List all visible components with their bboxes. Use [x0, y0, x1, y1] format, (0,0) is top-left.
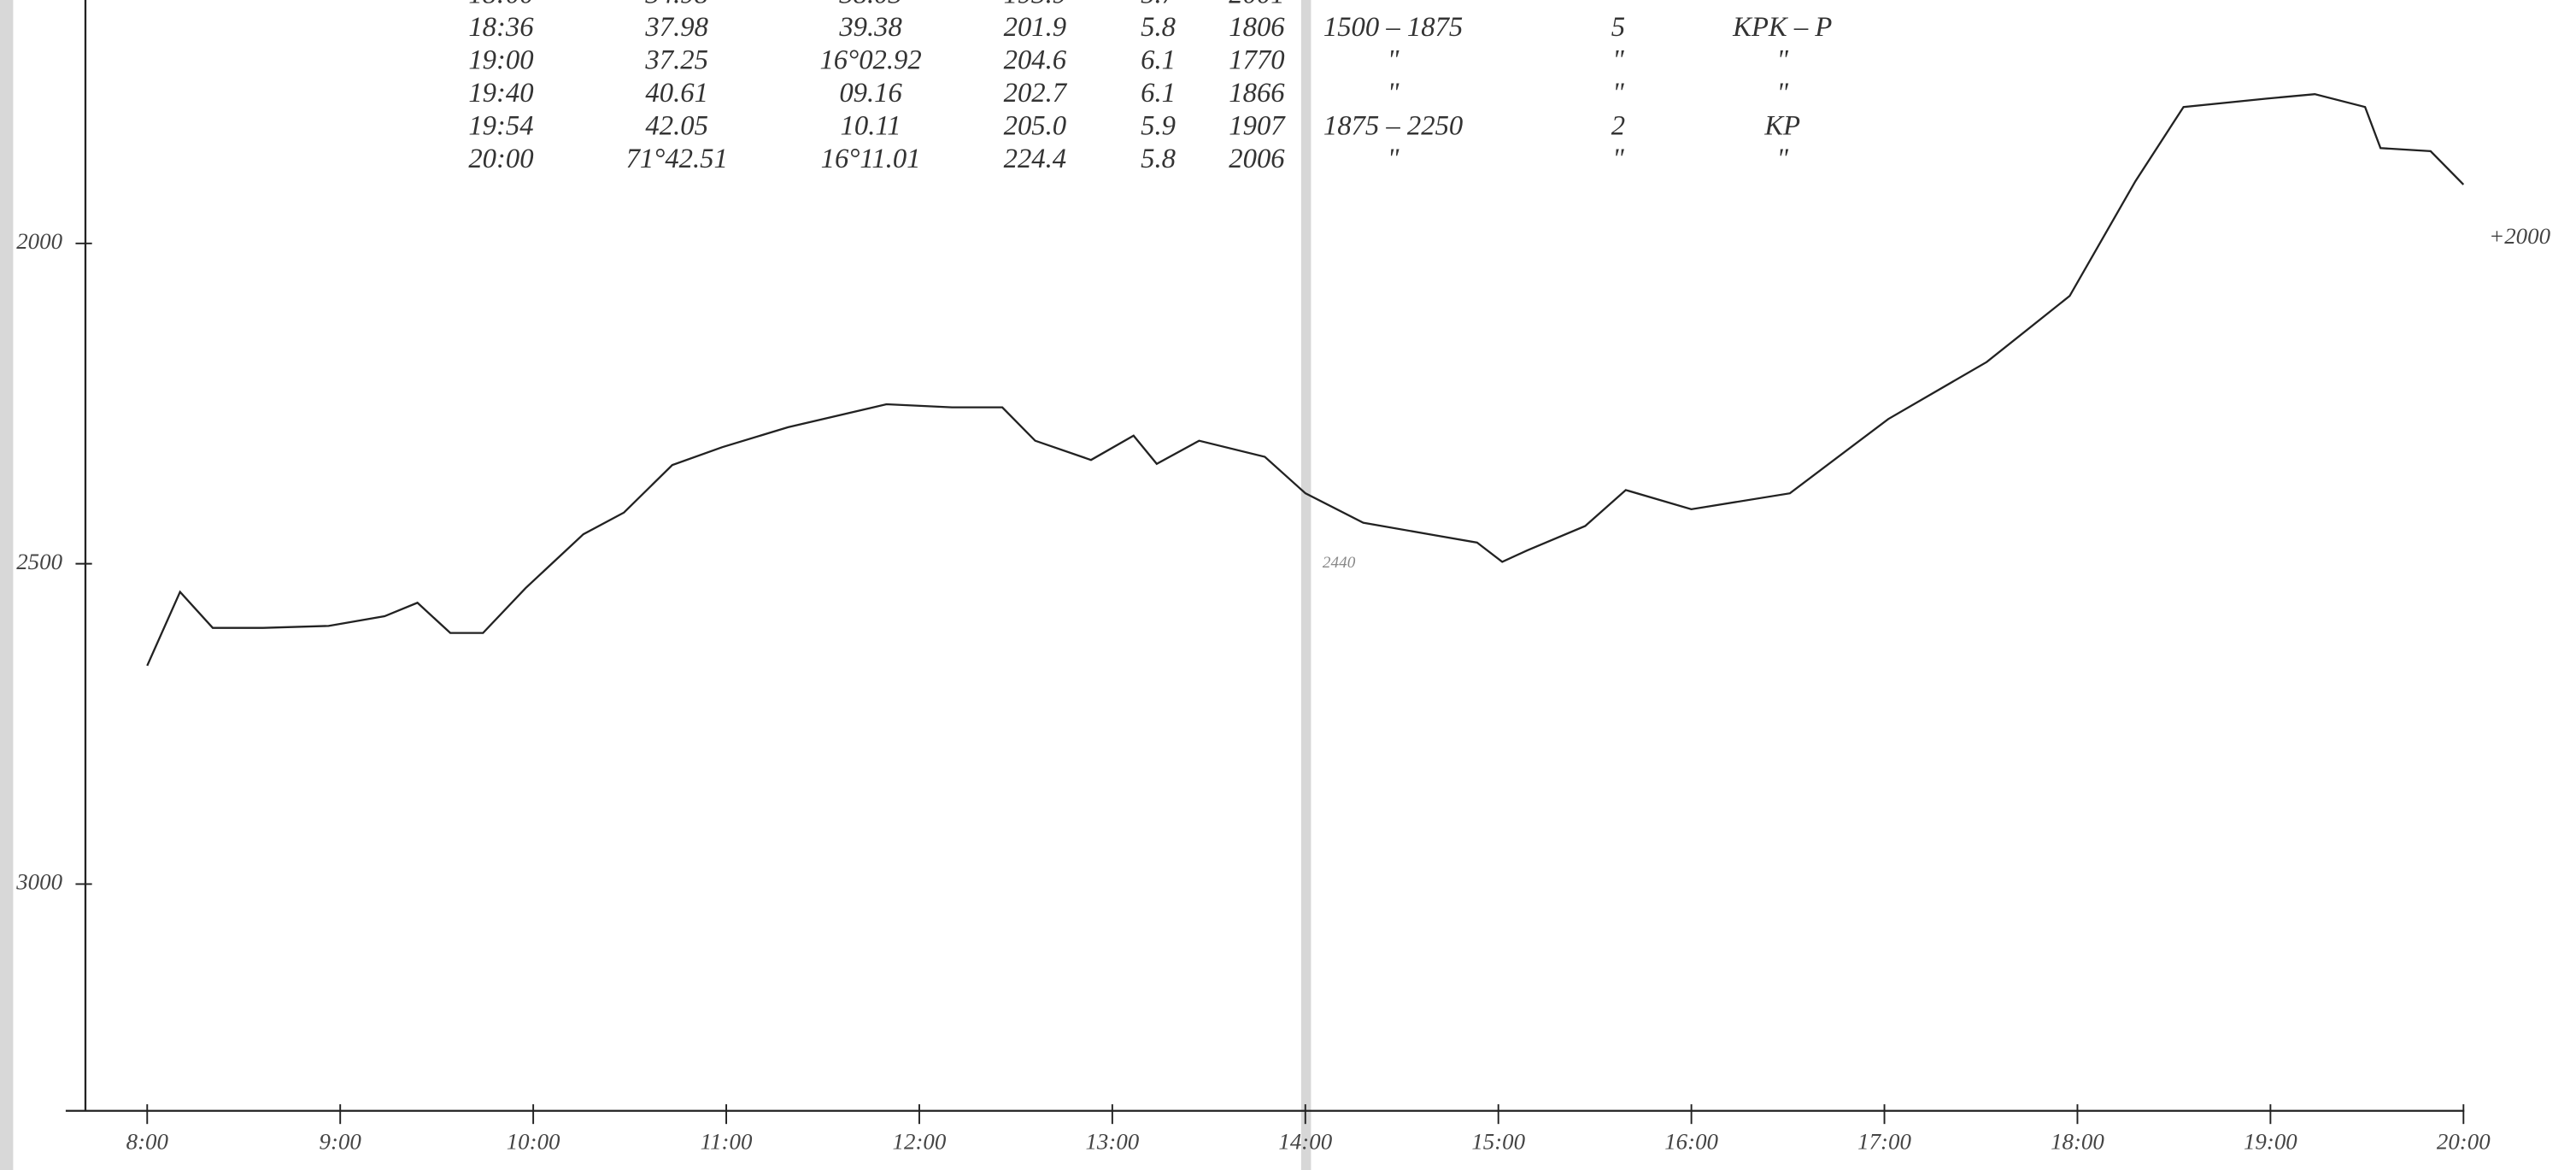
table-cell: 1500 – 1875 — [1323, 12, 1463, 43]
y-tick-label: 2500 — [16, 549, 62, 574]
table-cell: 1770 — [1229, 45, 1284, 76]
table-cell: 18:00 — [468, 0, 533, 10]
table-cell: " — [1612, 78, 1624, 109]
table-cell: 19:00 — [468, 45, 533, 76]
table-cell: 1875 – 2250 — [1323, 110, 1463, 141]
table-cell: 202.7 — [1004, 78, 1068, 109]
table-cell: 1907 — [1229, 110, 1286, 141]
table-cell: 38.03 — [838, 0, 902, 10]
depth-line — [146, 93, 2465, 667]
x-tick-label: 11:00 — [701, 1128, 753, 1154]
table-cell: " — [1388, 78, 1399, 109]
table-cell: 2001 — [1229, 0, 1284, 10]
table-cell: 2 — [1611, 110, 1625, 141]
x-tick-label: 19:00 — [2244, 1128, 2297, 1154]
table-cell: 5.7 — [1141, 0, 1177, 10]
table-cell: " — [1776, 0, 1788, 10]
table-cell: 201.9 — [1004, 12, 1067, 43]
table-cell: 18:36 — [468, 12, 534, 43]
table-cell: 6.1 — [1141, 78, 1176, 109]
table-cell: 39.38 — [838, 12, 902, 43]
x-tick-label: 13:00 — [1085, 1128, 1139, 1154]
annotation: +2000 — [2489, 223, 2551, 249]
table-cell: 6.1 — [1141, 45, 1176, 76]
table-cell: KPK – P — [1732, 12, 1832, 43]
table-cell: 19:40 — [468, 78, 533, 109]
fold-line — [1300, 0, 1311, 1170]
x-tick-label: 8:00 — [126, 1128, 169, 1154]
table-cell: " — [1612, 0, 1624, 10]
table-cell: 5 — [1611, 12, 1625, 43]
table-cell: 20:00 — [468, 144, 533, 174]
table-cell: 42.05 — [645, 110, 708, 141]
table-cell: 1866 — [1229, 78, 1285, 109]
table-cell: 224.4 — [1004, 144, 1067, 174]
table-cell: 40.61 — [645, 78, 708, 109]
table-cell: " — [1388, 45, 1399, 76]
x-tick-label: 18:00 — [2051, 1128, 2104, 1154]
table-cell: 5.8 — [1141, 144, 1176, 174]
scan-edge — [0, 0, 14, 1170]
x-tick-label: 10:00 — [507, 1128, 560, 1154]
y-tick-label: 3000 — [15, 869, 62, 895]
table-cell: 19:54 — [468, 110, 533, 141]
x-tick-label: 14:00 — [1278, 1128, 1332, 1154]
table-cell: KP — [1763, 110, 1800, 141]
x-tick-label: 17:00 — [1857, 1128, 1911, 1154]
table-cell: " — [1388, 0, 1399, 10]
table-cell: 193.9 — [1004, 0, 1067, 10]
x-tick-label: 16:00 — [1664, 1128, 1718, 1154]
table-cell: 71°42.51 — [626, 144, 728, 174]
table-cell: 16°11.01 — [821, 144, 921, 174]
y-tick-label: 2000 — [16, 228, 62, 254]
table-cell: 16°02.92 — [819, 45, 921, 76]
table-cell: 204.6 — [1004, 45, 1067, 76]
table-cell: 1806 — [1229, 12, 1285, 43]
table-cell: 34.98 — [644, 0, 708, 10]
table-cell: 09.16 — [839, 78, 902, 109]
x-tick-label: 12:00 — [893, 1128, 947, 1154]
table-cell: 10.11 — [841, 110, 901, 141]
table-cell: " — [1776, 45, 1788, 76]
x-tick-label: 15:00 — [1471, 1128, 1525, 1154]
table-cell: " — [1612, 45, 1624, 76]
table-cell: " — [1776, 144, 1788, 174]
table-cell: " — [1776, 78, 1788, 109]
table-cell: 37.25 — [644, 45, 708, 76]
x-tick-label: 9:00 — [320, 1128, 362, 1154]
table-cell: 5.9 — [1141, 110, 1176, 141]
x-tick-label: 20:00 — [2437, 1128, 2491, 1154]
table-cell: 205.0 — [1004, 110, 1067, 141]
table-cell: 5.8 — [1141, 12, 1176, 43]
table-cell: 37.98 — [644, 12, 708, 43]
table-cell: " — [1612, 144, 1624, 174]
annotation: 2440 — [1323, 554, 1356, 572]
table-cell: 2006 — [1229, 144, 1285, 174]
table-cell: " — [1388, 144, 1399, 174]
